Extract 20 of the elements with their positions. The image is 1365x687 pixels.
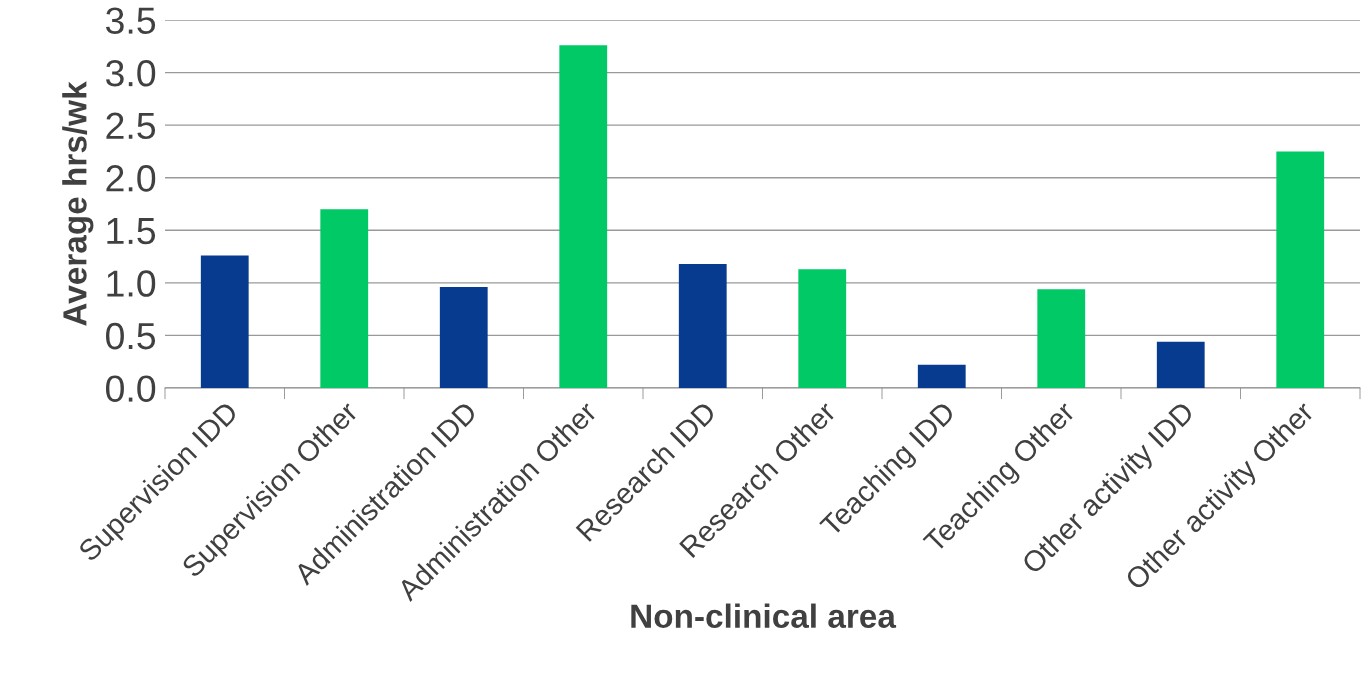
y-tick-label: 0.5: [106, 322, 156, 350]
bar: [439, 287, 488, 388]
bar: [678, 263, 727, 388]
y-tick-label: 2.5: [106, 112, 156, 140]
y-tick-label: 2.0: [106, 165, 156, 192]
bar: [1037, 289, 1086, 388]
bar: [1276, 151, 1325, 388]
bar: [917, 364, 966, 388]
y-tick-label: 1.5: [107, 218, 156, 245]
y-axis-title: Average hrs/wk: [62, 81, 94, 326]
x-axis-title: Non-clinical area: [631, 603, 897, 629]
bar: [559, 45, 608, 388]
y-tick-label: 3.5: [105, 7, 156, 34]
bar: [200, 255, 249, 388]
y-tick-label: 0.0: [106, 375, 156, 402]
y-tick-label: 3.0: [105, 59, 156, 87]
bar: [320, 209, 369, 388]
bar: [1156, 341, 1205, 388]
bar: [798, 269, 847, 388]
y-tick-label: 1.0: [107, 270, 156, 297]
